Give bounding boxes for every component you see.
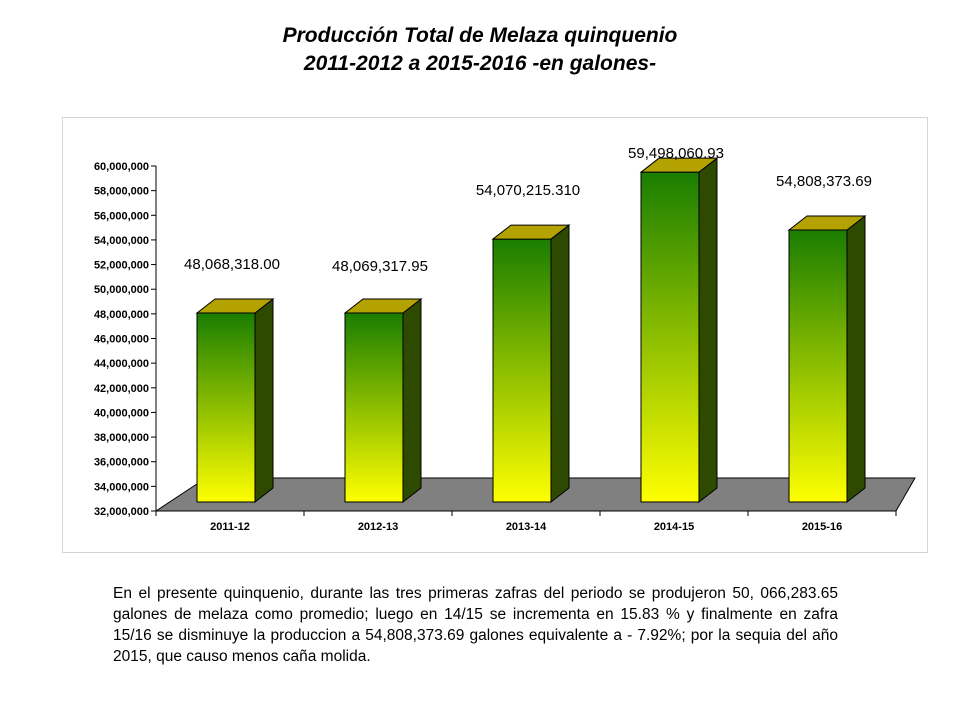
y-tick-label: 44,000,000	[94, 358, 149, 370]
bar-side	[254, 297, 274, 504]
y-tick-label: 34,000,000	[94, 481, 149, 493]
chart-title-line-2: 2011-2012 a 2015-2016 -en galones-	[303, 52, 657, 75]
y-tick-label: 36,000,000	[94, 457, 149, 469]
x-tick-label: 2013-14	[506, 521, 547, 533]
bar-side	[846, 214, 866, 504]
description-paragraph: En el presente quinquenio, durante las t…	[113, 585, 838, 665]
bar-top	[491, 224, 571, 240]
y-tick-label: 40,000,000	[94, 407, 149, 419]
bar-front	[196, 312, 256, 503]
y-tick-label: 38,000,000	[94, 432, 149, 444]
y-tick-label: 50,000,000	[94, 284, 149, 296]
bar-2015-16	[787, 214, 867, 504]
x-tick-label: 2011-12	[210, 521, 250, 533]
bar-top	[639, 157, 719, 173]
bar-2011-12	[195, 297, 275, 504]
data-label: 48,068,318.00	[184, 256, 280, 273]
y-tick-label: 54,000,000	[94, 235, 149, 247]
chart-frame: 32,000,000 34,000,000 36,000,000 38,000,000…	[62, 117, 928, 553]
bar-front	[788, 229, 848, 503]
data-label: 54,070,215.310	[476, 182, 580, 199]
x-tick-label: 2015-16	[802, 521, 842, 533]
bar-side	[698, 157, 718, 504]
bar-top	[195, 298, 275, 314]
x-tick-label: 2014-15	[654, 521, 694, 533]
bar-side	[550, 224, 570, 504]
x-tick-label: 2012-13	[358, 521, 398, 533]
bar-front	[492, 238, 552, 503]
data-label: 59,498,060.93	[628, 145, 724, 162]
y-tick-label: 52,000,000	[94, 260, 149, 272]
bar-front	[344, 312, 404, 503]
y-tick-label: 42,000,000	[94, 383, 149, 395]
bar-top	[343, 298, 423, 314]
y-tick-label: 32,000,000	[94, 506, 149, 518]
chart-title-line-1: Producción Total de Melaza quinquenio	[282, 24, 678, 47]
data-label: 48,069,317.95	[332, 258, 428, 275]
bar-side	[402, 297, 422, 504]
y-tick-label: 60,000,000	[94, 161, 149, 173]
y-tick-label: 48,000,000	[94, 309, 149, 321]
bar-front	[640, 171, 700, 503]
y-tick-label: 56,000,000	[94, 210, 149, 222]
bar-2014-15	[639, 157, 719, 504]
y-tick-label: 46,000,000	[94, 334, 149, 346]
bar-2013-14	[491, 224, 571, 504]
bar-chart: 32,000,000 34,000,000 36,000,000 38,000,000…	[94, 145, 916, 533]
bar-top	[787, 215, 867, 231]
bar-2012-13	[343, 297, 423, 504]
y-tick-label: 58,000,000	[94, 186, 149, 198]
data-label: 54,808,373.69	[776, 173, 872, 190]
